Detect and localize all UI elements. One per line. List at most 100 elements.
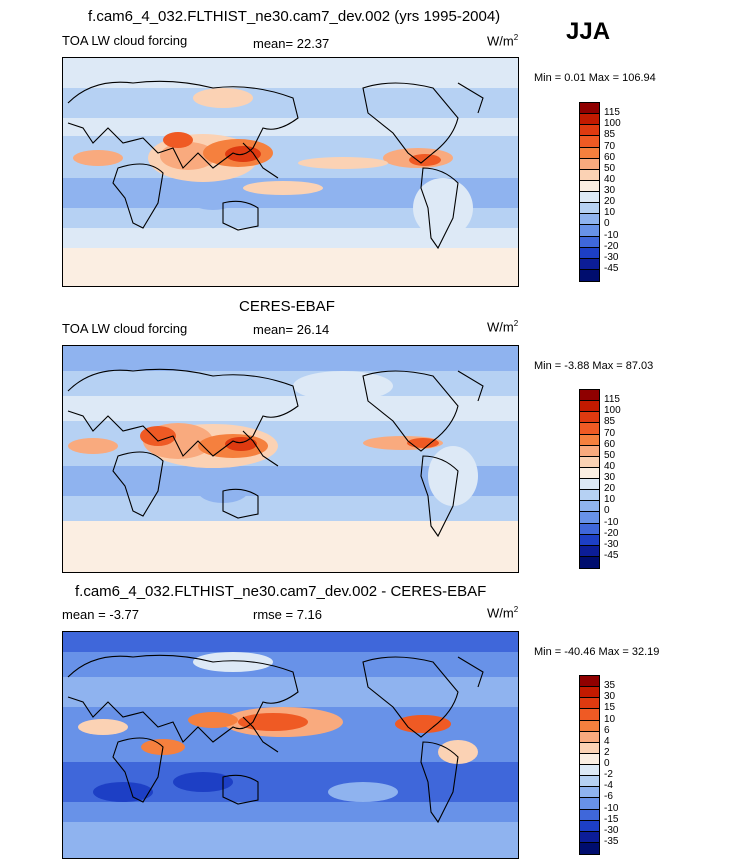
colorbar-tick-label: 0 [604, 218, 610, 230]
colorbar-box [580, 676, 599, 688]
panel3-min-value: -40.46 [564, 646, 596, 658]
panel3-mean-label: mean = [62, 607, 106, 622]
panel3-units: W/m2 [487, 605, 519, 621]
colorbar-tick-label: 4 [604, 735, 610, 747]
colorbar-box [580, 556, 599, 568]
colorbar-tick-label: 40 [604, 460, 616, 472]
colorbar-box [580, 456, 599, 468]
colorbar-box [580, 401, 599, 413]
colorbar-box [580, 776, 599, 788]
colorbar-box [580, 753, 599, 765]
colorbar-tick-label: 50 [604, 162, 616, 174]
colorbar-tick-label: 6 [604, 724, 610, 736]
colorbar-box [580, 490, 599, 502]
colorbar-tick-label: 70 [604, 427, 616, 439]
panel3-max-value: 32.19 [631, 646, 660, 658]
colorbar-tick-label: -30 [604, 538, 619, 550]
colorbar-tick-label: 10 [604, 713, 616, 725]
panel3-mean: mean = -3.77 [62, 607, 139, 622]
season-label: JJA [566, 18, 611, 45]
panel2-title: CERES-EBAF [239, 298, 335, 315]
colorbar-tick-label: 85 [604, 129, 616, 141]
colorbar-tick-label: 100 [604, 118, 621, 130]
colorbar-box [580, 180, 599, 192]
colorbar-tick-label: 10 [604, 207, 616, 219]
colorbar-tick-label: 30 [604, 472, 616, 483]
colorbar-tick-label: -20 [604, 527, 619, 539]
colorbar-box [580, 136, 599, 148]
panel3-rmse-label: rmse = [253, 607, 294, 622]
colorbar-tick-label: 0 [604, 505, 610, 517]
panel2-mean: mean= 26.14 [253, 322, 329, 337]
panel3-title: f.cam6_4_032.FLTHIST_ne30.cam7_dev.002 -… [75, 583, 487, 600]
panel1-mean-value: 22.37 [296, 36, 330, 51]
colorbar-tick-label: -15 [604, 813, 619, 825]
colorbar-box [580, 169, 599, 181]
colorbar-tick-label: 40 [604, 173, 616, 185]
colorbar-tick-label: -30 [604, 824, 619, 836]
colorbar-box [580, 125, 599, 137]
colorbar-tick-label: 0 [604, 758, 610, 769]
colorbar-tick-label: -30 [604, 251, 619, 263]
panel1-mean: mean= 22.37 [253, 36, 329, 51]
colorbar-tick-label: 2 [604, 746, 610, 758]
panel1-max-value: 106.94 [622, 72, 656, 84]
panel1-mean-label: mean= [253, 36, 294, 51]
panel1-title: f.cam6_4_032.FLTHIST_ne30.cam7_dev.002 (… [88, 8, 501, 25]
panel3-max-label: Max = [598, 646, 629, 658]
panel3-minmax: Min = -40.46 Max = 32.19 [534, 646, 659, 658]
colorbar-tick-label: -10 [604, 516, 619, 528]
panel1-min-label: Min = [534, 72, 562, 84]
colorbar-tick-label: -35 [604, 835, 619, 847]
colorbar-box [580, 467, 599, 479]
colorbar-tick-label: 30 [604, 185, 616, 196]
colorbar-tick-label: -20 [604, 240, 619, 252]
panel2-min-label: Min = [534, 360, 562, 372]
colorbar-box [580, 203, 599, 215]
colorbar-tick-label: 115 [604, 107, 620, 119]
panel2-max-value: 87.03 [625, 360, 654, 372]
panel3-map [62, 631, 519, 859]
panel2-map [62, 345, 519, 573]
panel2-mean-label: mean= [253, 322, 294, 337]
panel1-variable: TOA LW cloud forcing [62, 33, 188, 48]
colorbar-tick-label: -4 [604, 780, 613, 792]
panel3-colorbar [579, 675, 600, 855]
colorbar-box [580, 787, 599, 799]
colorbar-tick-label: 10 [604, 494, 616, 506]
colorbar-box [580, 809, 599, 821]
colorbar-tick-label: 30 [604, 691, 616, 703]
colorbar-box [580, 247, 599, 259]
colorbar-box [580, 225, 599, 237]
colorbar-box [580, 831, 599, 843]
colorbar-tick-label: 60 [604, 151, 616, 163]
colorbar-tick-label: 85 [604, 416, 616, 428]
colorbar-box [580, 501, 599, 513]
colorbar-box [580, 236, 599, 248]
colorbar-tick-label: 35 [604, 680, 616, 692]
colorbar-box [580, 114, 599, 126]
colorbar-tick-label: 15 [604, 702, 616, 714]
panel3-rmse-value: 7.16 [296, 607, 323, 622]
colorbar-tick-label: 20 [604, 196, 616, 208]
panel3-map-svg [63, 632, 518, 858]
colorbar-box [580, 147, 599, 159]
colorbar-tick-label: -6 [604, 791, 613, 803]
colorbar-box [580, 445, 599, 457]
colorbar-tick-label: -45 [604, 549, 619, 561]
colorbar-box [580, 709, 599, 721]
panel3-rmse: rmse = 7.16 [253, 607, 322, 622]
colorbar-tick-label: 70 [604, 140, 616, 152]
colorbar-tick-label: 115 [604, 394, 620, 406]
colorbar-box [580, 720, 599, 732]
colorbar-box [580, 214, 599, 226]
panel2-colorbar [579, 389, 600, 569]
panel2-variable: TOA LW cloud forcing [62, 321, 188, 336]
panel1-colorbar [579, 102, 600, 282]
colorbar-box [580, 434, 599, 446]
colorbar-box [580, 731, 599, 743]
colorbar-box [580, 698, 599, 710]
panel1-units: W/m2 [487, 33, 519, 49]
colorbar-box [580, 742, 599, 754]
colorbar-box [580, 534, 599, 546]
